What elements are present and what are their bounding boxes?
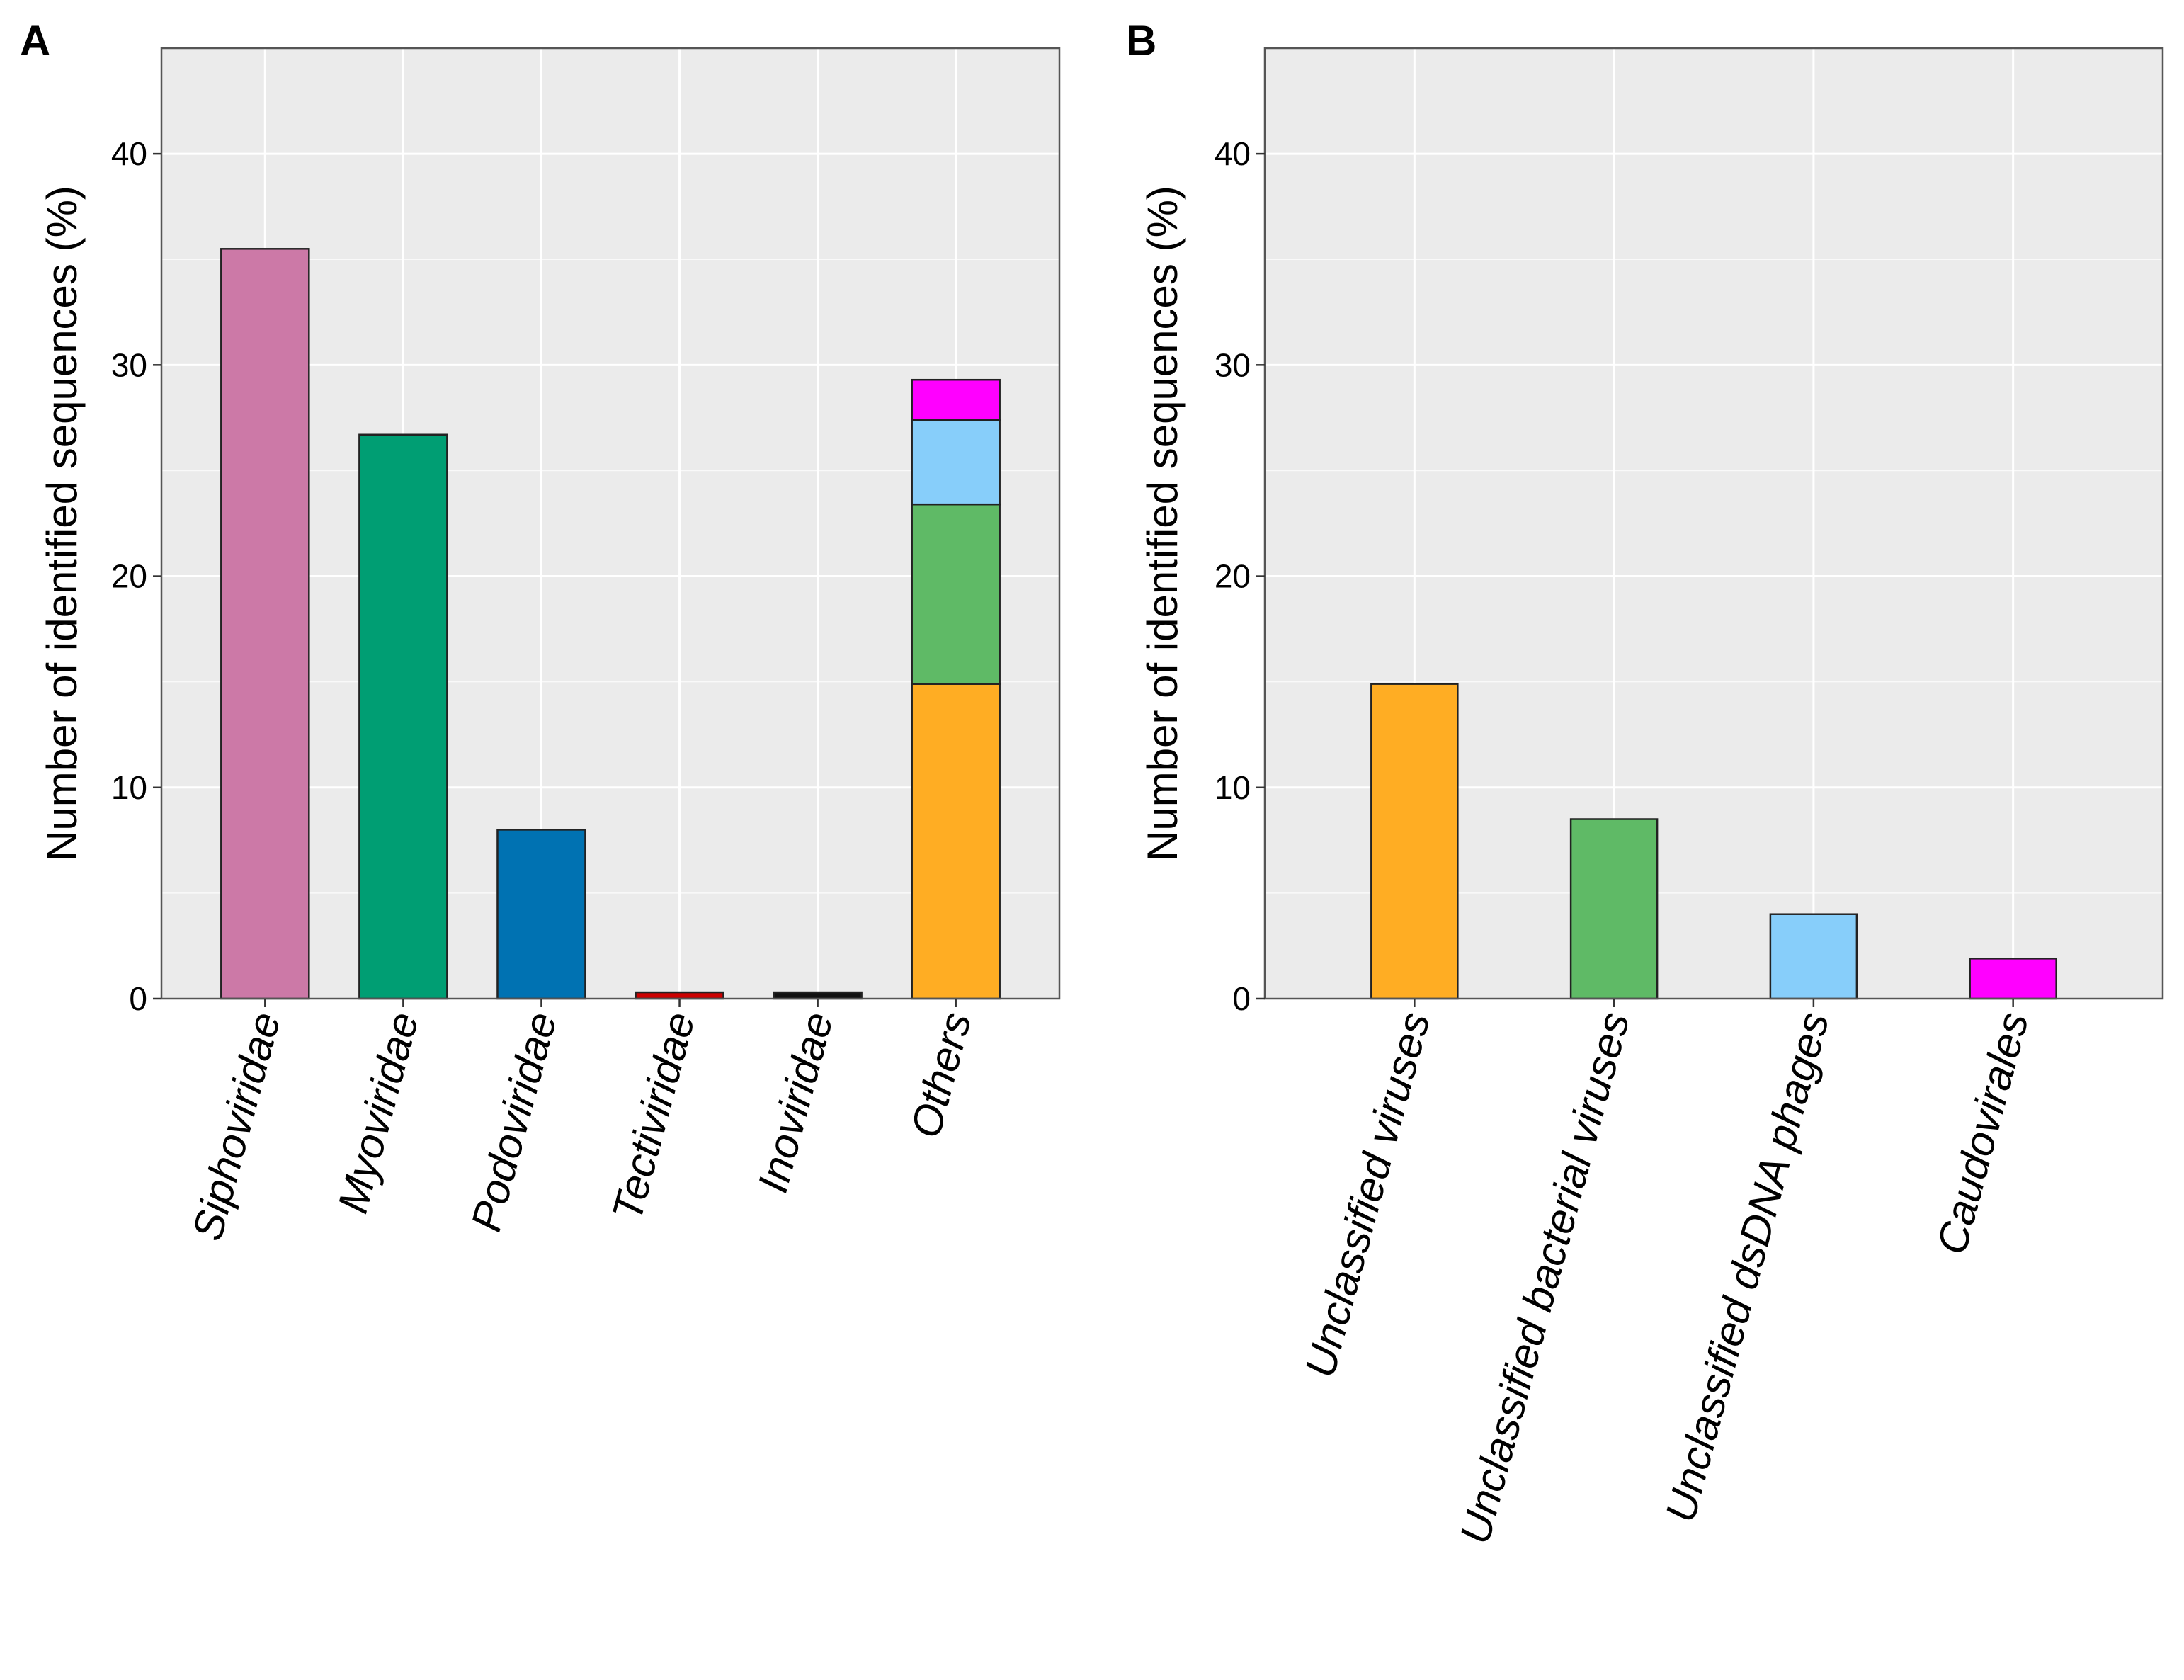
x-category-label: Siphoviridae xyxy=(183,1007,290,1245)
bar-inoviridae xyxy=(773,991,863,1000)
bar-siphoviridae xyxy=(220,248,310,1000)
x-category-label: Tectiviridae xyxy=(603,1007,704,1225)
y-axis-title: Number of identified sequences (%) xyxy=(1139,186,1186,861)
y-tick-label: 40 xyxy=(111,135,147,172)
y-tick-label: 30 xyxy=(1215,346,1251,383)
bar-others-segment-1 xyxy=(911,503,1001,685)
y-tick-label: 20 xyxy=(111,558,147,595)
bar-others-segment-0 xyxy=(911,683,1001,1000)
panel-a: A 0 10 20 30 40 Siphoviridae Myoviridae Podovir… xyxy=(20,17,1061,1245)
plot-border xyxy=(160,47,1061,1000)
y-tick-label: 10 xyxy=(111,769,147,806)
plot-background xyxy=(161,48,1059,999)
x-category-label: Myoviridae xyxy=(329,1007,428,1218)
plot-border xyxy=(1263,47,2164,1000)
bar-others-segment-2 xyxy=(911,419,1001,506)
x-category-label: Unclassified dsDNA phages xyxy=(1656,1007,1838,1527)
bar-unclassified-bacterial-viruses xyxy=(1569,818,1659,1000)
x-category-label: Others xyxy=(902,1007,980,1142)
y-tick-label: 30 xyxy=(111,346,147,383)
bar-podoviridae xyxy=(496,829,586,1000)
bar-unclassified-dsdna-phages xyxy=(1769,913,1858,1000)
x-category-label: Inoviridae xyxy=(749,1007,842,1198)
bar-others-segment-3 xyxy=(911,378,1001,421)
bar-caudovirales xyxy=(1969,958,2057,1000)
panel-a-letter: A xyxy=(20,17,50,64)
bar-myoviridae xyxy=(358,433,448,1000)
y-tick-label: 20 xyxy=(1215,558,1251,595)
bar-unclassified-viruses xyxy=(1370,683,1459,1000)
y-tick-label: 0 xyxy=(1232,980,1251,1017)
y-tick-label: 40 xyxy=(1215,135,1251,172)
panel-b-letter: B xyxy=(1126,17,1156,64)
x-category-label: Unclassified bacterial viruses xyxy=(1451,1007,1639,1549)
bar-tectiviridae xyxy=(635,991,724,1000)
x-category-label: Podoviridae xyxy=(462,1007,566,1236)
y-tick-label: 0 xyxy=(129,980,147,1017)
y-axis-title: Number of identified sequences (%) xyxy=(38,186,86,861)
y-tick-label: 10 xyxy=(1215,769,1251,806)
x-category-label: Unclassified viruses xyxy=(1296,1007,1439,1382)
x-category-label: Caudovirales xyxy=(1928,1007,2037,1259)
